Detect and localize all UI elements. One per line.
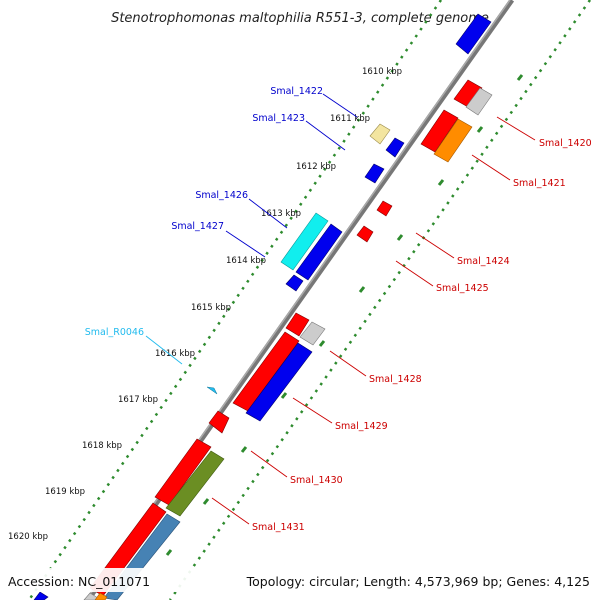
gene-label-smal-1424[interactable]: Smal_1424 — [457, 256, 510, 267]
gene-feature[interactable] — [33, 591, 49, 600]
gene-labels: Smal_1422 Smal_1423 Smal_1426 Smal_1427 … — [85, 86, 592, 533]
accession-text: Accession: NC_011071 — [8, 574, 150, 589]
outer-tick-track — [168, 0, 592, 600]
gene-label-smal-1428[interactable]: Smal_1428 — [369, 374, 422, 385]
genome-summary-text: Topology: circular; Length: 4,573,969 bp… — [246, 574, 590, 589]
gene-feature[interactable] — [420, 109, 459, 153]
tick-tracks — [27, 0, 592, 600]
scale-label-1616: 1616 kbp — [155, 349, 195, 359]
leader-smal-1430 — [250, 450, 288, 478]
leader-lines — [145, 93, 536, 525]
scale-label-1620: 1620 kbp — [8, 532, 48, 542]
gene-feature[interactable] — [465, 87, 493, 116]
gene-label-smal-1427[interactable]: Smal_1427 — [171, 221, 224, 232]
leader-smal-1426 — [248, 198, 288, 229]
outer-tick-marks — [165, 74, 524, 556]
gene-label-smal-1431[interactable]: Smal_1431 — [252, 522, 305, 533]
gene-feature[interactable] — [285, 312, 310, 337]
gene-label-smal-r0046[interactable]: Smal_R0046 — [85, 327, 144, 338]
scale-label-1613: 1613 kbp — [261, 209, 301, 219]
leader-smal-1423 — [305, 120, 346, 151]
gene-feature[interactable] — [376, 200, 393, 217]
gene-feature[interactable] — [285, 274, 304, 292]
gene-feature[interactable] — [165, 450, 225, 517]
scale-label-1611: 1611 kbp — [330, 114, 370, 124]
gene-feature[interactable] — [453, 79, 483, 108]
scale-label-1618: 1618 kbp — [82, 441, 122, 451]
gene-feature[interactable] — [206, 386, 218, 395]
gene-feature[interactable] — [364, 163, 385, 184]
leader-smal-1424 — [415, 232, 455, 259]
inner-tick-track — [27, 0, 443, 600]
gene-label-smal-1430[interactable]: Smal_1430 — [290, 475, 343, 486]
gene-feature[interactable] — [245, 342, 313, 422]
scale-label-1619: 1619 kbp — [45, 487, 85, 497]
leader-smal-1427 — [225, 230, 266, 258]
gene-label-smal-1423[interactable]: Smal_1423 — [252, 113, 305, 124]
gene-feature[interactable] — [295, 223, 343, 281]
gene-label-smal-1422[interactable]: Smal_1422 — [270, 86, 323, 97]
gene-feature[interactable] — [280, 212, 329, 271]
gene-label-smal-1420[interactable]: Smal_1420 — [539, 138, 592, 149]
scale-label-1615: 1615 kbp — [191, 303, 231, 313]
leader-smal-r0046 — [145, 335, 183, 365]
scale-label-1610: 1610 kbp — [362, 67, 402, 77]
map-title: Stenotrophomonas maltophilia R551-3, com… — [111, 11, 489, 26]
gene-feature[interactable] — [208, 410, 230, 434]
gene-feature[interactable] — [356, 225, 374, 243]
gene-feature[interactable] — [232, 331, 300, 412]
gene-feature[interactable] — [433, 118, 473, 163]
gene-feature[interactable] — [154, 438, 212, 506]
leader-smal-1425 — [395, 260, 434, 287]
leader-smal-1420 — [496, 116, 536, 141]
inner-genes — [206, 13, 492, 434]
genome-backbone — [85, 0, 515, 600]
footer-backing — [0, 568, 600, 592]
scale-labels: 1610 kbp 1611 kbp 1612 kbp 1613 kbp 1614… — [8, 67, 402, 542]
scale-label-1617: 1617 kbp — [118, 395, 158, 405]
leader-smal-1421 — [471, 154, 511, 181]
leader-smal-1429 — [292, 397, 333, 424]
gene-feature[interactable] — [385, 137, 405, 158]
gene-label-smal-1421[interactable]: Smal_1421 — [513, 178, 566, 189]
gene-label-smal-1429[interactable]: Smal_1429 — [335, 421, 388, 432]
scale-label-1614: 1614 kbp — [226, 256, 266, 266]
scale-label-1612: 1612 kbp — [296, 162, 336, 172]
gene-feature[interactable] — [455, 13, 492, 55]
gene-feature[interactable] — [369, 123, 391, 145]
leader-smal-1422 — [322, 93, 358, 118]
leader-smal-1428 — [329, 350, 367, 377]
leader-smal-1431 — [211, 497, 250, 525]
gene-feature[interactable] — [299, 321, 326, 346]
gene-feature[interactable] — [94, 592, 108, 600]
gene-label-smal-1425[interactable]: Smal_1425 — [436, 283, 489, 294]
gene-label-smal-1426[interactable]: Smal_1426 — [195, 190, 248, 201]
